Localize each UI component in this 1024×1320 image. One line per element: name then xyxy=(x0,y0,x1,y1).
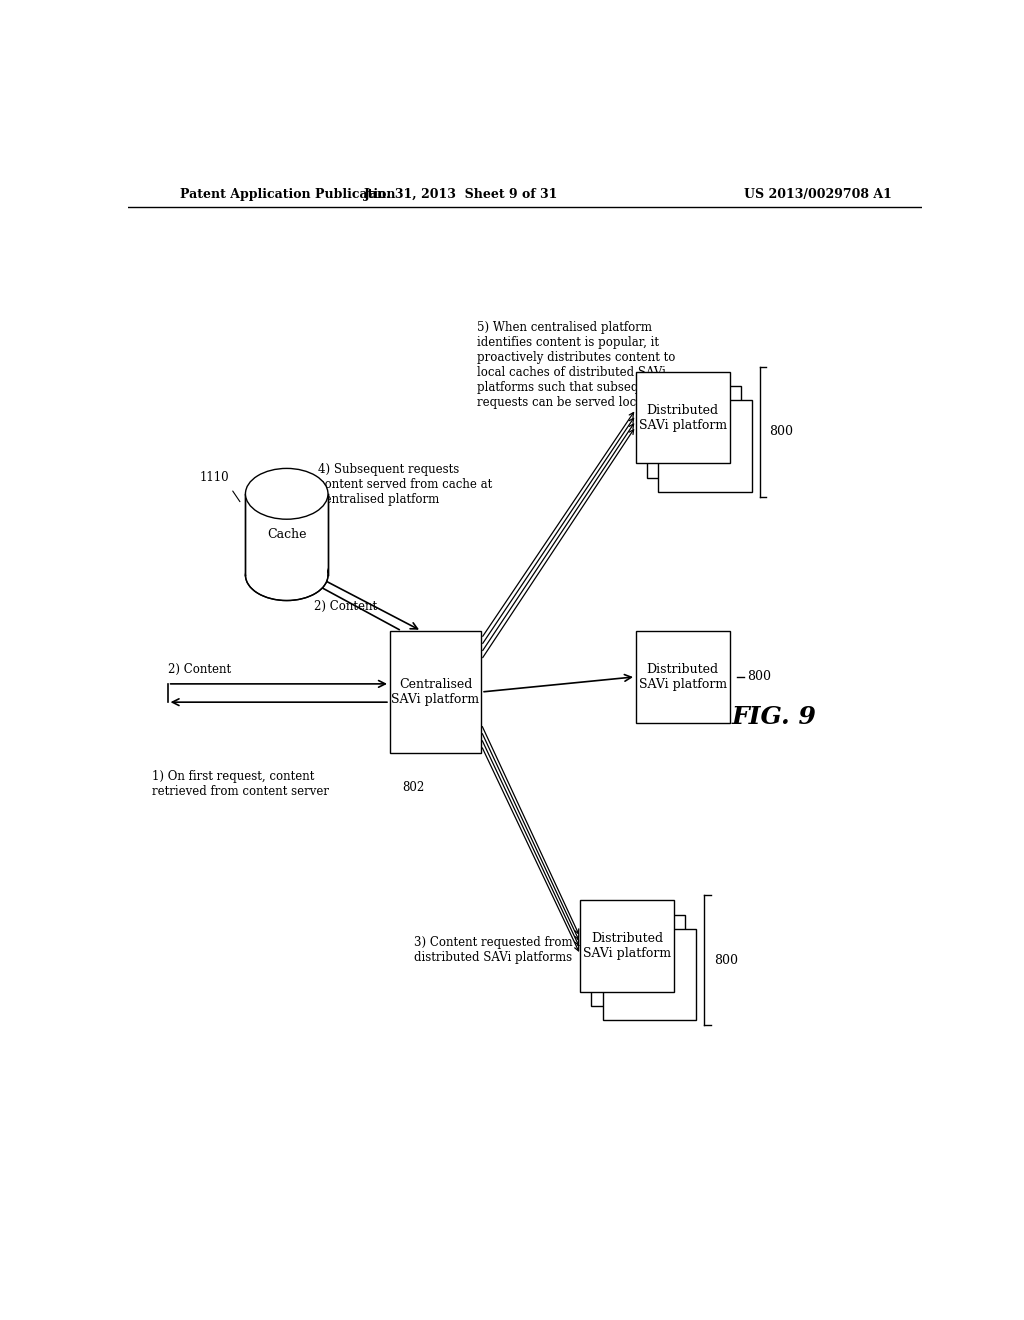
Text: 802: 802 xyxy=(401,781,424,795)
FancyBboxPatch shape xyxy=(658,400,752,492)
FancyBboxPatch shape xyxy=(581,900,674,991)
FancyBboxPatch shape xyxy=(602,929,696,1020)
Text: Jan. 31, 2013  Sheet 9 of 31: Jan. 31, 2013 Sheet 9 of 31 xyxy=(365,189,558,202)
Text: US 2013/0029708 A1: US 2013/0029708 A1 xyxy=(744,189,892,202)
Text: Patent Application Publication: Patent Application Publication xyxy=(179,189,395,202)
FancyBboxPatch shape xyxy=(647,385,740,478)
Text: 800: 800 xyxy=(714,954,737,966)
Text: 4) Subsequent requests
content served from cache at
centralised platform: 4) Subsequent requests content served fr… xyxy=(318,463,493,507)
Bar xyxy=(246,494,328,576)
Text: 3) Content requested from individual
distributed SAVi platforms: 3) Content requested from individual dis… xyxy=(414,936,635,964)
Text: 1) On first request, content
retrieved from content server: 1) On first request, content retrieved f… xyxy=(152,771,329,799)
Text: Centralised
SAVi platform: Centralised SAVi platform xyxy=(391,678,479,706)
Text: Distributed
SAVi platform: Distributed SAVi platform xyxy=(639,404,727,432)
Text: 800: 800 xyxy=(748,671,771,684)
FancyBboxPatch shape xyxy=(636,631,729,722)
Text: 5) When centralised platform
identifies content is popular, it
proactively distr: 5) When centralised platform identifies … xyxy=(477,321,676,409)
Text: Distributed
SAVi platform: Distributed SAVi platform xyxy=(639,663,727,690)
Text: FIG. 9: FIG. 9 xyxy=(731,705,816,730)
FancyBboxPatch shape xyxy=(592,915,685,1006)
Text: 1110: 1110 xyxy=(200,471,229,483)
Bar xyxy=(246,494,328,576)
Ellipse shape xyxy=(246,469,328,519)
FancyBboxPatch shape xyxy=(636,372,729,463)
Text: Cache: Cache xyxy=(267,528,306,541)
Text: 2) Content: 2) Content xyxy=(168,663,230,676)
Text: 800: 800 xyxy=(769,425,794,438)
Text: 2) Content: 2) Content xyxy=(314,599,378,612)
Text: Distributed
SAVi platform: Distributed SAVi platform xyxy=(583,932,672,960)
Ellipse shape xyxy=(246,549,328,601)
FancyBboxPatch shape xyxy=(390,631,481,752)
